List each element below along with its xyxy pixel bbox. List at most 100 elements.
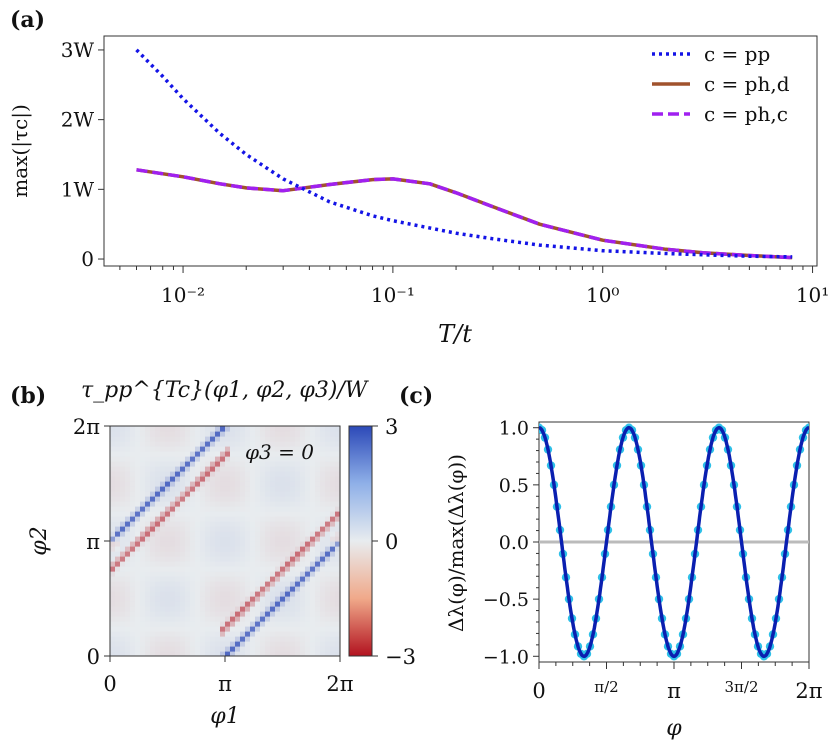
heatmap-cell [165,471,171,477]
heatmap-cell [330,536,336,542]
heatmap-cell [335,556,340,562]
heatmap-cell [200,626,206,632]
heatmap-cell [160,516,166,522]
heatmap-cell [265,451,271,457]
heatmap-cell [290,611,296,617]
heatmap-cell [205,591,211,597]
heatmap-cell [125,501,131,507]
heatmap-cell [260,626,266,632]
heatmap-cell [320,471,326,477]
heatmap-cell [145,581,151,587]
heatmap-cell [230,631,236,637]
heatmap-cell [155,651,161,656]
heatmap-cell [130,576,136,582]
heatmap-cell [190,651,196,656]
heatmap-cell [330,496,336,502]
heatmap-cell [145,631,151,637]
heatmap-cell [180,511,186,517]
heatmap-cell [200,501,206,507]
heatmap-cell [260,511,266,517]
heatmap-cell [150,431,156,437]
heatmap-cell [175,611,181,617]
heatmap-cell [220,646,226,652]
heatmap-cell [185,591,191,597]
x-tick-label: π/2 [594,678,618,696]
heatmap-cell [195,561,201,567]
heatmap-y-tick-label: π [86,530,100,554]
heatmap-cell [225,426,231,432]
heatmap-cell [285,586,291,592]
heatmap-cell [300,466,306,472]
heatmap-cell [210,546,216,552]
heatmap-cell [245,491,251,497]
heatmap-cell [180,636,186,642]
heatmap-cell [140,556,146,562]
heatmap-cell [240,541,246,547]
heatmap-cell [125,481,131,487]
heatmap-cell [330,541,336,547]
x-tick-label: 10⁻² [161,283,205,307]
heatmap-cell [205,441,211,447]
legend-label-phd: c = ph,d [704,72,790,96]
heatmap-cell [115,626,121,632]
heatmap-cell [325,546,331,552]
series-line-cphd [136,168,793,260]
heatmap-cell [220,576,226,582]
heatmap-cell [180,551,186,557]
heatmap-cell [170,491,176,497]
heatmap-cell [205,551,211,557]
heatmap-cell [315,486,321,492]
heatmap-cell [115,476,121,482]
heatmap-cell [295,536,301,542]
heatmap-cell [195,641,201,647]
heatmap-cell [250,456,256,462]
heatmap-cell [320,581,326,587]
panel-c: 0 π/2 π 3π/2 2π1.00.50.0−0.5−1.0 φ Δλ(φ)/max… [444,418,823,741]
heatmap-cell [295,576,301,582]
heatmap-cell [285,536,291,542]
heatmap-cell [300,536,306,542]
heatmap-cell [215,556,221,562]
heatmap-cell [145,461,151,467]
heatmap-cell [160,491,166,497]
heatmap-cell [335,531,340,537]
heatmap-cell [270,621,276,627]
heatmap-cell [315,431,321,437]
heatmap-cell [160,536,166,542]
heatmap-cell [130,501,136,507]
heatmap-cell [185,451,191,457]
heatmap-cell [305,451,311,457]
heatmap-cell [335,546,340,552]
heatmap-cell [295,481,301,487]
heatmap-cell [290,636,296,642]
heatmap-cell [140,626,146,632]
heatmap-cell [235,581,241,587]
heatmap-cell [185,571,191,577]
heatmap-cell [310,571,316,577]
heatmap-cell [250,436,256,442]
heatmap-cell [245,496,251,502]
heatmap-cell [305,606,311,612]
heatmap-cell [165,601,171,607]
heatmap-cell [255,436,261,442]
heatmap-cell [140,436,146,442]
heatmap-cell [120,576,126,582]
heatmap-cell [150,466,156,472]
heatmap-cell [110,491,116,497]
heatmap-cell [300,571,306,577]
heatmap-cell [290,536,296,542]
heatmap-cell [245,566,251,572]
heatmap-cell [150,541,156,547]
heatmap-cell [190,531,196,537]
heatmap-cell [290,516,296,522]
heatmap-cell [300,541,306,547]
heatmap-cell [265,496,271,502]
heatmap-cell [320,646,326,652]
heatmap-cell [315,571,321,577]
legend-label-phc: c = ph,c [704,102,788,126]
heatmap-cell [190,496,196,502]
heatmap-cell [240,436,246,442]
heatmap-cell [310,556,316,562]
heatmap-cell [280,641,286,647]
heatmap-cell [220,546,226,552]
